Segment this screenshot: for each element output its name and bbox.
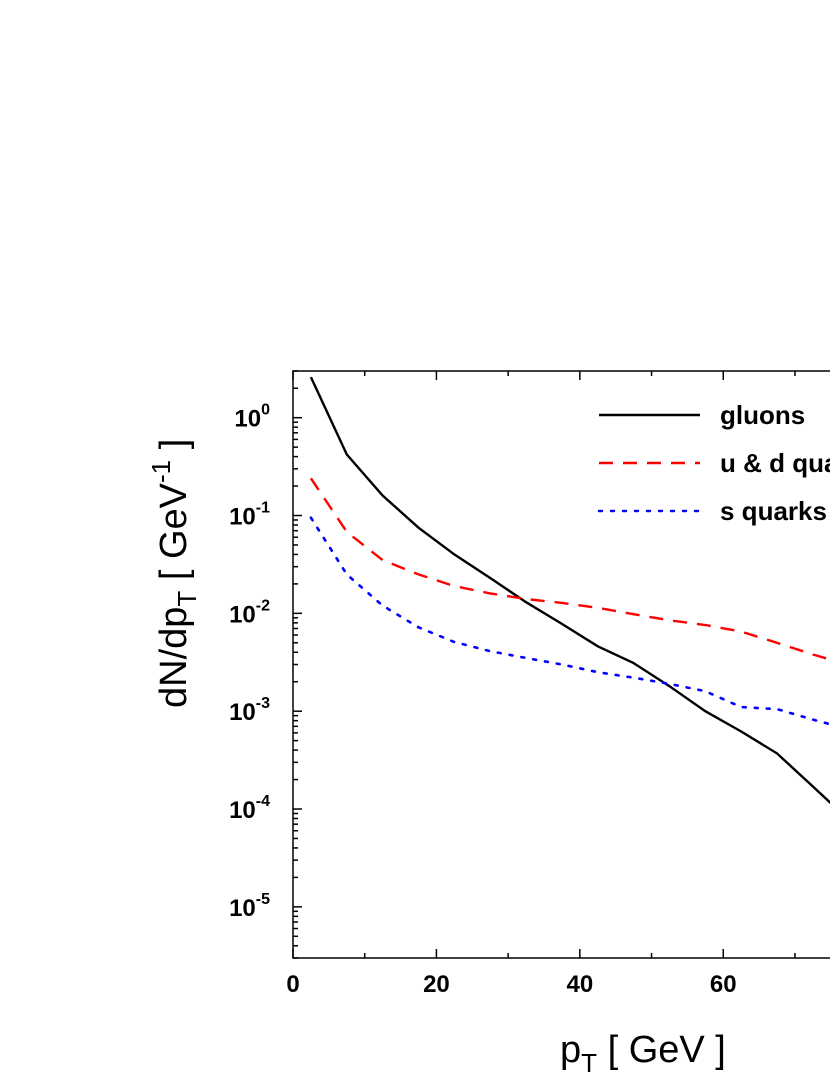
x-tick-label: 20 bbox=[423, 971, 450, 998]
x-tick-label: 60 bbox=[710, 971, 737, 998]
x-axis: 0 20 40 60 bbox=[286, 371, 796, 998]
x-tick-label: 0 bbox=[286, 971, 299, 998]
y-tick-label: 10-2 bbox=[229, 597, 270, 628]
y-tick-label: 10-4 bbox=[229, 793, 270, 824]
legend-label: s quarks bbox=[720, 496, 827, 526]
y-axis-title: dN/dpT [ GeV-1 ] bbox=[146, 439, 202, 708]
series-line-u-d-quarks bbox=[309, 477, 830, 661]
x-axis-title: pT [ GeV ] bbox=[560, 1029, 726, 1075]
y-tick-label: 10-5 bbox=[229, 891, 270, 922]
y-tick-label: 10-3 bbox=[229, 695, 270, 726]
legend: gluons u & d quarks s quarks bbox=[597, 400, 830, 526]
series-lines bbox=[309, 376, 830, 805]
y-tick-label: 100 bbox=[234, 402, 270, 433]
legend-label: gluons bbox=[720, 400, 805, 430]
y-tick-label: 10-1 bbox=[229, 500, 270, 531]
legend-label: u & d quarks bbox=[720, 448, 830, 478]
y-axis: 100 10-1 10-2 10-3 10-4 10-5 bbox=[229, 370, 302, 959]
series-line-gluons bbox=[309, 376, 830, 805]
series-line-s-quarks bbox=[309, 516, 830, 726]
x-tick-label: 40 bbox=[566, 971, 593, 998]
